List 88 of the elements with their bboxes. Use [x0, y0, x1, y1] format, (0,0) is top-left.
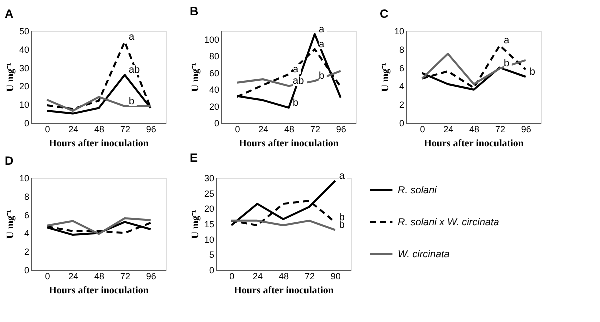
x-axis-title: Hours after inoculation: [49, 286, 150, 296]
x-tick-label: 48: [284, 124, 295, 134]
line-series: [421, 53, 527, 86]
annotation: a: [504, 36, 510, 47]
x-tick-label: 48: [278, 272, 290, 282]
x-tick-label: 0: [45, 272, 50, 282]
line-series: [46, 217, 152, 236]
x-axis-title: Hours after inoculation: [234, 286, 334, 296]
y-axis-title: U mg⁻¹: [5, 210, 16, 240]
annotation: a: [128, 32, 135, 44]
y-tick-label: 10: [19, 100, 30, 110]
chart-title: D: [4, 154, 14, 168]
y-tick-label: 80: [209, 52, 220, 62]
y-tick-label: 2: [399, 100, 404, 110]
annotation: a: [339, 171, 346, 182]
y-tick-label: 10: [19, 174, 30, 184]
x-tick-label: 0: [45, 124, 50, 134]
annotation: a: [318, 24, 325, 36]
y-tick-label: 4: [399, 82, 404, 92]
y-tick-label: 4: [24, 228, 30, 239]
y-tick-label: 10: [394, 26, 404, 36]
y-tick-label: 30: [19, 63, 30, 74]
y-tick-label: 20: [19, 82, 30, 92]
x-tick-label: 0: [235, 124, 240, 134]
annotation: b: [339, 220, 346, 232]
y-tick-label: 60: [209, 68, 220, 78]
x-tick-label: 0: [420, 124, 426, 134]
x-tick-label: 24: [68, 272, 79, 282]
y-tick-label: 6: [399, 63, 404, 74]
y-tick-label: 20: [204, 204, 214, 214]
x-tick-label: 72: [120, 124, 130, 134]
x-tick-label: 72: [495, 124, 506, 134]
annotation: b: [504, 58, 510, 70]
x-axis-title: Hours after inoculation: [49, 138, 150, 150]
y-tick-label: 20: [209, 102, 220, 112]
y-axis-title: U mg⁻¹: [190, 210, 202, 240]
chart-title: C: [380, 7, 389, 21]
x-tick-label: 72: [310, 124, 320, 134]
line-series: [421, 44, 527, 90]
x-tick-label: 48: [94, 124, 105, 134]
annotation: b: [128, 96, 135, 108]
legend-label: R. solani x W. circinata: [398, 218, 500, 228]
chart-title: E: [190, 151, 198, 166]
x-axis-title: Hours after inoculation: [239, 138, 340, 150]
x-tick-label: 0: [230, 272, 235, 282]
x-tick-label: 90: [330, 272, 341, 282]
x-tick-label: 72: [304, 272, 315, 282]
x-tick-label: 72: [120, 272, 130, 282]
x-tick-label: 96: [521, 124, 532, 134]
y-tick-label: 8: [399, 44, 404, 55]
x-tick-label: 96: [146, 272, 156, 282]
legend-label: R. solani: [398, 186, 438, 196]
y-tick-label: 15: [204, 220, 214, 230]
x-tick-label: 24: [253, 272, 264, 282]
annotation: ab: [293, 76, 305, 88]
y-tick-label: 50: [19, 26, 30, 36]
annotation: b: [293, 98, 300, 109]
y-tick-label: 10: [204, 234, 214, 245]
y-tick-label: 40: [209, 85, 220, 96]
annotation: a: [318, 39, 325, 50]
x-tick-label: 96: [336, 124, 346, 134]
y-tick-label: 6: [24, 210, 30, 220]
y-tick-label: 100: [204, 34, 220, 45]
annotation: b: [318, 71, 325, 82]
x-tick-label: 96: [146, 124, 156, 134]
y-tick-label: 25: [204, 188, 214, 199]
y-axis-title: U mg⁻¹: [190, 62, 202, 92]
x-tick-label: 24: [444, 124, 454, 134]
chart-title: B: [190, 4, 199, 18]
x-tick-label: 24: [258, 124, 269, 134]
x-axis-title: Hours after inoculation: [424, 138, 524, 150]
y-tick-label: 30: [204, 174, 214, 184]
y-axis-title: U mg⁻¹: [5, 62, 16, 92]
annotation: a: [293, 64, 300, 76]
line-series: [46, 96, 152, 112]
y-axis-title: U mg⁻¹: [380, 62, 392, 92]
y-tick-label: 5: [209, 250, 214, 260]
legend-label: W. circinata: [398, 250, 450, 260]
x-tick-label: 48: [94, 272, 105, 282]
x-tick-label: 48: [470, 124, 480, 134]
y-tick-label: 8: [24, 192, 30, 202]
x-tick-label: 24: [68, 124, 79, 134]
annotation: b: [530, 67, 536, 78]
chart-title: A: [4, 7, 14, 21]
y-tick-label: 40: [19, 44, 30, 55]
annotation: ab: [128, 65, 141, 76]
line-series: [230, 180, 336, 227]
y-tick-label: 2: [24, 247, 30, 258]
